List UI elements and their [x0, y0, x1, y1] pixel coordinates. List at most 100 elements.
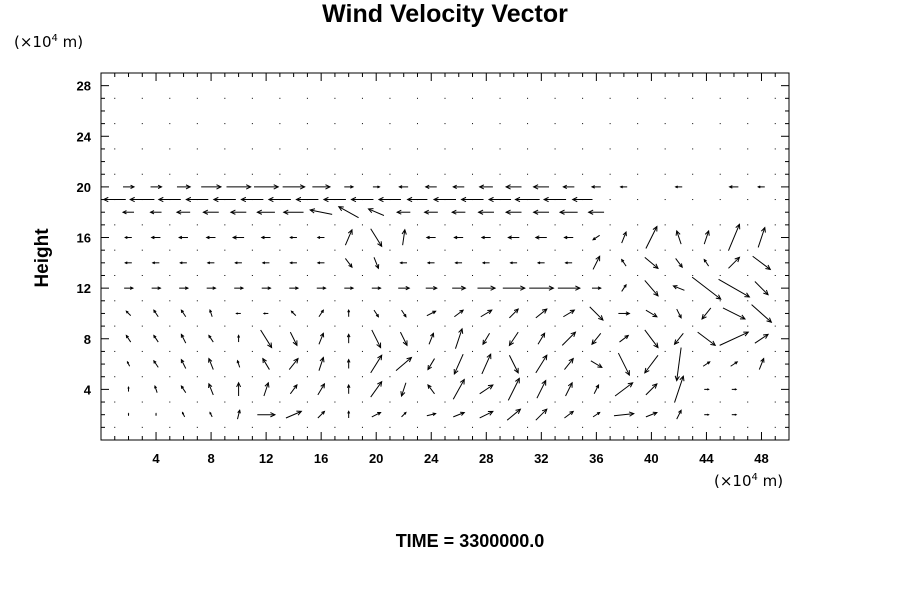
calm-dot — [416, 325, 418, 327]
calm-dot — [114, 426, 116, 428]
calm-dot — [169, 274, 171, 276]
calm-dot — [527, 426, 529, 428]
calm-dot — [444, 123, 446, 125]
calm-dot — [747, 376, 749, 378]
calm-dot — [279, 123, 281, 125]
wind-vector — [256, 209, 275, 215]
calm-dot — [692, 249, 694, 251]
calm-dot — [472, 350, 474, 352]
y-unit-prefix: (×10 — [14, 33, 52, 51]
calm-dot — [306, 249, 308, 251]
calm-dot — [582, 376, 584, 378]
wind-vector — [619, 185, 628, 189]
wind-vector — [289, 261, 297, 265]
wind-vector — [558, 209, 578, 215]
calm-dot — [719, 376, 721, 378]
wind-vector — [400, 382, 407, 398]
calm-dot — [306, 426, 308, 428]
calm-dot — [306, 325, 308, 327]
wind-vector — [674, 347, 682, 382]
calm-dot — [141, 376, 143, 378]
calm-dot — [251, 173, 253, 175]
calm-dot — [416, 224, 418, 226]
calm-dot — [554, 300, 556, 302]
calm-dot — [334, 173, 336, 175]
calm-dot — [224, 123, 226, 125]
calm-dot — [747, 325, 749, 327]
x-tick-label: 32 — [534, 451, 548, 466]
calm-dot — [472, 376, 474, 378]
wind-vector — [591, 286, 602, 290]
x-unit-exponent: 4 — [751, 472, 758, 483]
calm-dot — [582, 350, 584, 352]
wind-vector — [423, 209, 438, 215]
wind-vector — [564, 261, 573, 265]
wind-vector — [124, 236, 132, 239]
wind-vector — [123, 184, 136, 190]
calm-dot — [389, 148, 391, 150]
calm-dot — [499, 148, 501, 150]
wind-vector — [754, 333, 770, 344]
wind-vector — [675, 229, 682, 245]
calm-dot — [472, 97, 474, 99]
wind-vector — [754, 281, 769, 296]
calm-dot — [582, 401, 584, 403]
wind-vector — [645, 383, 658, 396]
wind-vector — [617, 352, 630, 377]
calm-dot — [527, 224, 529, 226]
wind-vector — [129, 196, 155, 203]
calm-dot — [416, 249, 418, 251]
calm-dot — [774, 148, 776, 150]
wind-vector — [672, 285, 685, 291]
wind-vector — [124, 261, 132, 265]
wind-vector — [675, 258, 683, 269]
calm-dot — [114, 401, 116, 403]
calm-dot — [554, 325, 556, 327]
wind-vector — [102, 196, 126, 203]
wind-vector — [701, 307, 712, 320]
calm-dot — [279, 274, 281, 276]
wind-vector — [564, 410, 575, 419]
calm-dot — [582, 325, 584, 327]
wind-vector — [257, 412, 277, 418]
calm-dot — [527, 148, 529, 150]
calm-dot — [499, 401, 501, 403]
wind-vector — [691, 276, 722, 300]
calm-dot — [774, 123, 776, 125]
wind-vector — [535, 354, 548, 374]
wind-vector — [318, 356, 325, 371]
wind-vector — [697, 331, 717, 347]
wind-vector — [453, 353, 464, 376]
calm-dot — [389, 274, 391, 276]
calm-dot — [637, 199, 639, 201]
calm-dot — [554, 274, 556, 276]
wind-vector — [702, 361, 711, 367]
wind-vector — [722, 307, 746, 320]
wind-vector — [347, 308, 351, 317]
calm-dot — [554, 376, 556, 378]
wind-vector — [591, 332, 602, 346]
calm-dot — [251, 148, 253, 150]
calm-dot — [582, 123, 584, 125]
calm-dot — [306, 274, 308, 276]
calm-dot — [361, 249, 363, 251]
wind-vector — [424, 184, 437, 190]
calm-dot — [334, 401, 336, 403]
calm-dot — [389, 426, 391, 428]
calm-dot — [361, 376, 363, 378]
wind-vector — [452, 184, 465, 190]
wind-vector — [282, 209, 304, 215]
calm-dot — [444, 325, 446, 327]
calm-dot — [279, 249, 281, 251]
wind-vector — [208, 334, 214, 343]
calm-dot — [582, 97, 584, 99]
wind-vector — [337, 206, 359, 219]
calm-dot — [472, 173, 474, 175]
calm-dot — [196, 123, 198, 125]
wind-vector — [153, 334, 159, 343]
calm-dot — [637, 325, 639, 327]
calm-dot — [389, 249, 391, 251]
wind-vector — [561, 331, 577, 346]
wind-vector — [673, 332, 684, 346]
calm-dot — [719, 123, 721, 125]
